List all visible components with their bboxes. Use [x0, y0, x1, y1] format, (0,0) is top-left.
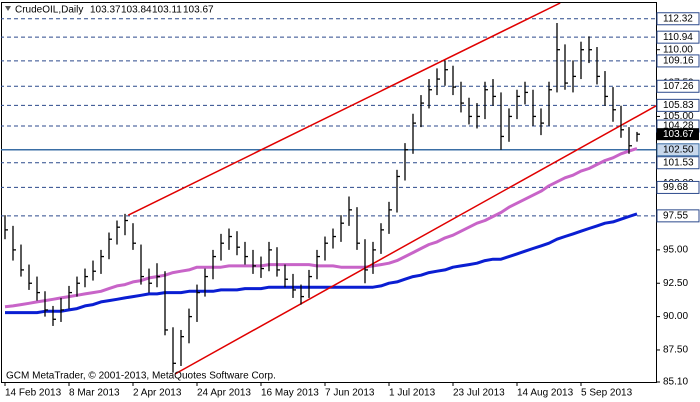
footer: GCM MetaTrader, © 2001-2013, MetaQuotes … — [6, 371, 276, 382]
x-tick-label: 16 May 2013 — [261, 388, 319, 399]
x-tick-label: 1 Jul 2013 — [389, 388, 436, 399]
y-tick-label: 95.00 — [663, 245, 688, 256]
trendline — [127, 3, 561, 216]
moving-average — [4, 147, 638, 309]
header-high: 103.84 — [121, 5, 152, 16]
level-label: 99.68 — [663, 182, 688, 193]
symbol: CrudeOIL,Daily — [15, 5, 83, 16]
y-tick-label: 105.00 — [663, 111, 694, 122]
level-box — [656, 79, 700, 93]
x-tick-label: 24 Apr 2013 — [197, 388, 251, 399]
overlay: CrudeOIL,Daily 103.37 103.84 103.11 103.… — [5, 5, 276, 382]
price-axis: 85.1087.5090.0092.5095.0097.50100.00102.… — [656, 12, 700, 388]
level-label: 101.53 — [663, 157, 694, 168]
level-box — [656, 54, 700, 68]
level-label: 104.28 — [663, 121, 694, 132]
x-tick-label: 14 Aug 2013 — [517, 388, 574, 399]
level-box — [656, 30, 700, 44]
header-low: 103.11 — [152, 5, 182, 16]
moving-average — [5, 212, 638, 315]
x-tick-label: 8 Mar 2013 — [69, 388, 120, 399]
level-box — [656, 98, 700, 112]
level-box — [656, 12, 700, 26]
x-tick-label: 14 Feb 2013 — [5, 388, 62, 399]
header-close: 103.67 — [183, 5, 214, 16]
hline-label: 102.50 — [663, 144, 694, 155]
collapse-icon — [5, 6, 11, 11]
y-tick-label: 85.10 — [663, 377, 688, 388]
x-tick-label: 23 Jul 2013 — [453, 388, 505, 399]
level-label: 110.94 — [663, 32, 693, 43]
level-label: 107.26 — [663, 81, 694, 92]
x-tick-label: 7 Jun 2013 — [325, 388, 375, 399]
level-label: 105.83 — [663, 100, 694, 111]
level-box — [656, 209, 700, 223]
x-tick-label: 2 Apr 2013 — [133, 388, 182, 399]
trendline — [174, 105, 656, 375]
y-tick-label: 90.00 — [663, 311, 688, 322]
level-label: 109.16 — [663, 56, 694, 67]
last-price-label: 103.67 — [663, 129, 694, 140]
last-price-box — [657, 128, 699, 141]
x-tick-label: 5 Sep 2013 — [581, 388, 633, 399]
hline-box — [656, 143, 700, 157]
level-label: 97.55 — [663, 210, 688, 221]
y-tick-label: 92.50 — [663, 278, 688, 289]
level-box — [656, 156, 700, 170]
level-box — [656, 180, 700, 194]
plot-area — [1, 3, 656, 375]
level-label: 112.32 — [663, 13, 693, 24]
header-open: 103.37 — [90, 5, 121, 16]
y-tick-label: 87.50 — [663, 345, 688, 356]
y-tick-label: 110.00 — [663, 44, 693, 55]
